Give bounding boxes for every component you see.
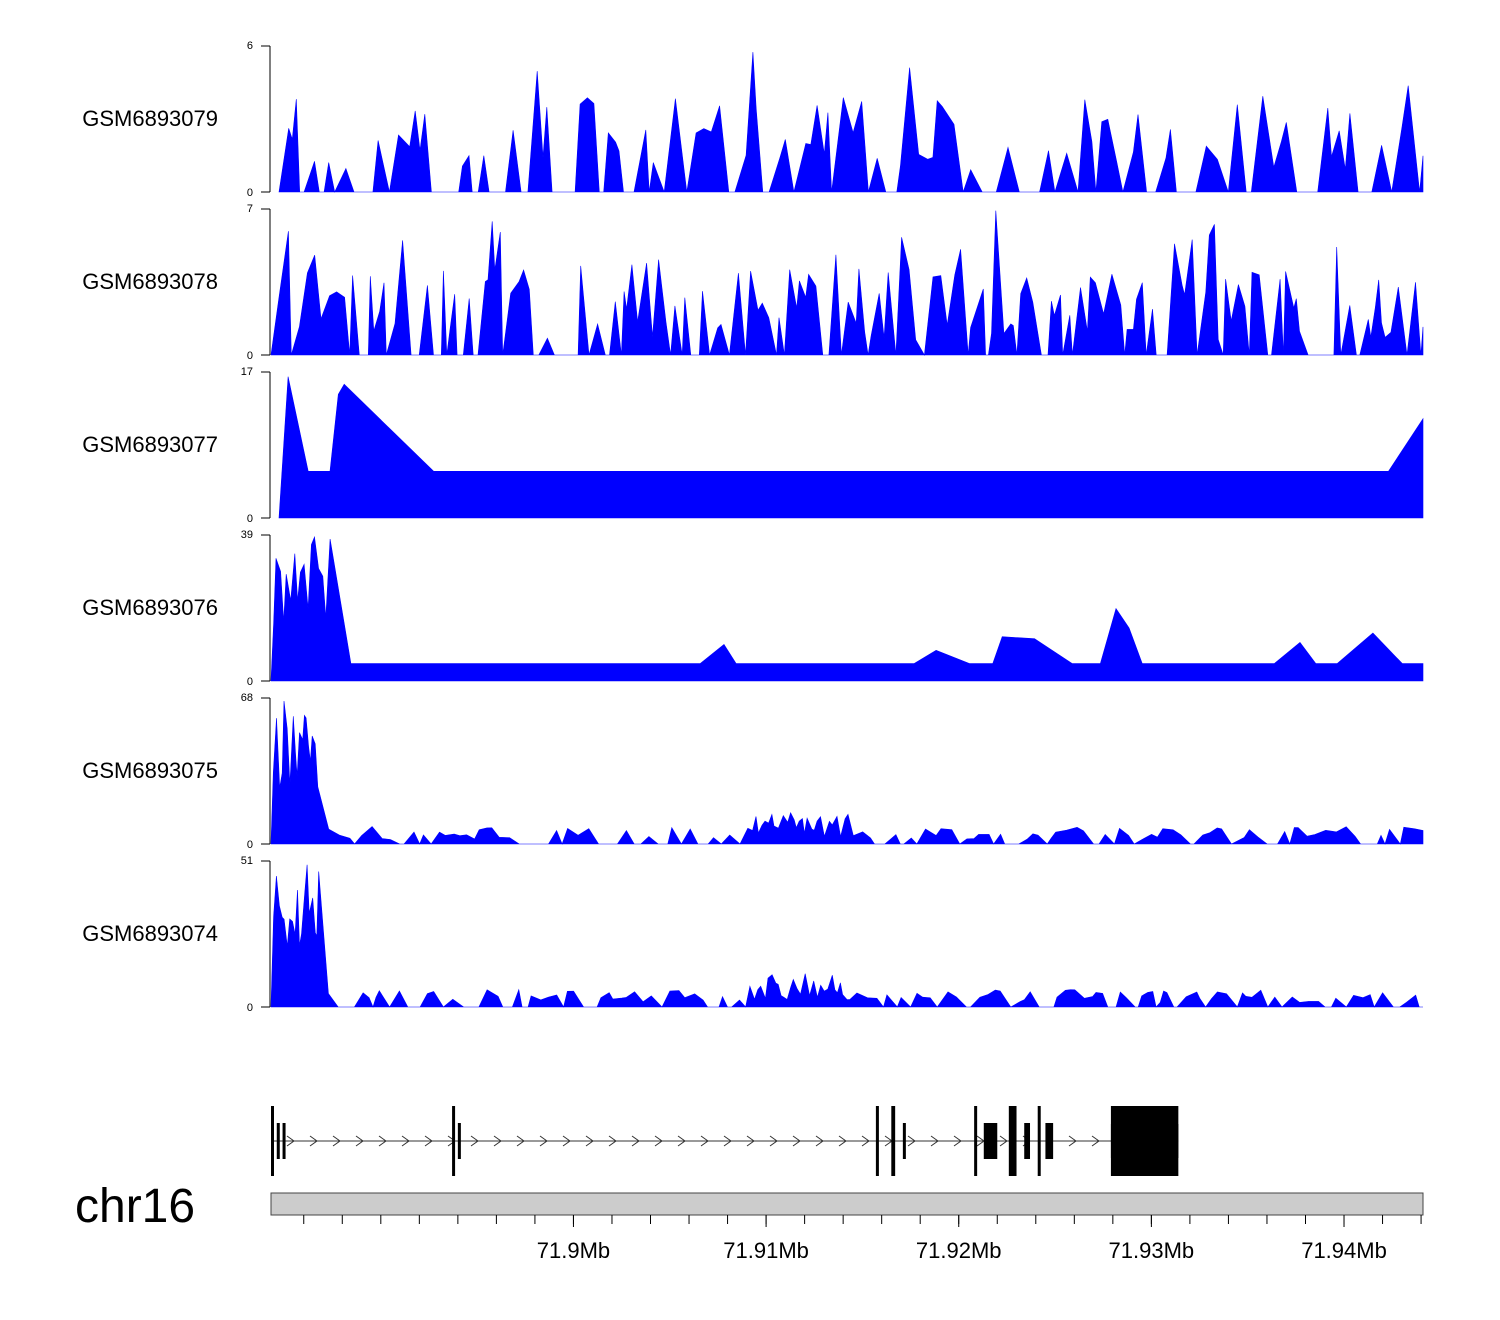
exon-block	[457, 1123, 461, 1159]
track-label: GSM6893076	[82, 595, 218, 620]
exon-block	[875, 1106, 879, 1176]
track-GSM6893076: GSM6893076 39 0	[82, 529, 1424, 688]
strand-arrow	[953, 1135, 962, 1147]
coverage-area	[270, 210, 1424, 356]
exon-block	[282, 1123, 286, 1159]
strand-arrow	[378, 1135, 387, 1147]
strand-arrow	[516, 1135, 525, 1147]
strand-arrow	[838, 1135, 847, 1147]
strand-arrow	[654, 1135, 663, 1147]
track-GSM6893075: GSM6893075 68 0	[82, 692, 1424, 851]
exon-block	[1008, 1106, 1017, 1176]
track-GSM6893077: GSM6893077 17 0	[82, 366, 1424, 525]
y-axis-max-label: 51	[241, 855, 253, 867]
track-GSM6893074: GSM6893074 51 0	[82, 855, 1423, 1014]
genome-tick-label: 71.91Mb	[723, 1238, 809, 1263]
strand-arrow	[746, 1135, 755, 1147]
track-GSM6893079: GSM6893079 6 0	[82, 40, 1424, 199]
strand-arrow	[792, 1135, 801, 1147]
data-tracks: GSM689307960GSM689307870GSM6893077170GSM…	[82, 40, 1424, 1014]
coverage-area	[278, 376, 1424, 519]
strand-arrow	[562, 1135, 571, 1147]
strand-arrow	[493, 1135, 502, 1147]
exon-block	[452, 1106, 456, 1176]
y-axis-min-label: 0	[247, 513, 253, 525]
track-label: GSM6893074	[82, 921, 218, 946]
strand-arrow	[401, 1135, 410, 1147]
y-axis-max-label: 7	[247, 203, 253, 215]
exon-block	[1024, 1123, 1031, 1159]
utr-block	[1110, 1124, 1179, 1158]
exon-block	[891, 1106, 896, 1176]
genome-axis: chr16 71.9Mb 71.91Mb 71.92Mb 71.93Mb 71.94Mb	[75, 1180, 1424, 1263]
exon-block	[983, 1123, 998, 1159]
coverage-area	[278, 52, 1424, 193]
coverage-area	[270, 700, 1424, 845]
strand-arrow	[608, 1135, 617, 1147]
y-axis-max-label: 39	[241, 529, 253, 541]
strand-arrow	[539, 1135, 548, 1147]
strand-arrow	[585, 1135, 594, 1147]
exon-block	[974, 1106, 978, 1176]
exon-block	[276, 1123, 280, 1159]
strand-arrow	[677, 1135, 686, 1147]
strand-arrow	[286, 1135, 295, 1147]
exon-block	[1045, 1123, 1054, 1159]
track-label: GSM6893079	[82, 106, 218, 131]
strand-arrow	[470, 1135, 479, 1147]
y-axis-min-label: 0	[247, 1002, 253, 1014]
strand-arrow	[424, 1135, 433, 1147]
track-label: GSM6893077	[82, 432, 218, 457]
strand-arrow	[332, 1135, 341, 1147]
strand-arrow	[723, 1135, 732, 1147]
y-axis-max-label: 68	[241, 692, 253, 704]
coverage-area	[270, 535, 1424, 682]
y-axis-max-label: 17	[241, 366, 253, 378]
genome-tick-label: 71.93Mb	[1109, 1238, 1195, 1263]
genome-tick-label: 71.92Mb	[916, 1238, 1002, 1263]
y-axis-max-label: 6	[247, 40, 253, 52]
genome-tick-label: 71.9Mb	[537, 1238, 610, 1263]
y-axis-min-label: 0	[247, 839, 253, 851]
strand-arrow	[309, 1135, 318, 1147]
chromosome-ideogram-bar	[270, 1192, 1424, 1216]
track-GSM6893078: GSM6893078 7 0	[82, 203, 1424, 362]
strand-arrow	[700, 1135, 709, 1147]
exon-block	[1037, 1106, 1041, 1176]
y-axis-min-label: 0	[247, 187, 253, 199]
chromosome-label: chr16	[75, 1180, 195, 1233]
track-label: GSM6893078	[82, 269, 218, 294]
strand-arrow	[1091, 1135, 1100, 1147]
strand-arrow	[631, 1135, 640, 1147]
strand-arrow	[769, 1135, 778, 1147]
strand-arrow	[907, 1135, 916, 1147]
strand-arrow	[355, 1135, 364, 1147]
strand-arrow	[815, 1135, 824, 1147]
exon-block	[271, 1106, 274, 1176]
strand-arrow	[1068, 1135, 1077, 1147]
coverage-area	[270, 864, 1423, 1008]
y-axis-min-label: 0	[247, 350, 253, 362]
y-axis-min-label: 0	[247, 676, 253, 688]
strand-arrow	[930, 1135, 939, 1147]
genome-tick-label: 71.94Mb	[1301, 1238, 1387, 1263]
strand-arrow	[861, 1135, 870, 1147]
strand-arrow	[999, 1135, 1008, 1147]
track-label: GSM6893075	[82, 758, 218, 783]
gene-model-track	[271, 1106, 1179, 1176]
exon-block	[902, 1123, 906, 1159]
